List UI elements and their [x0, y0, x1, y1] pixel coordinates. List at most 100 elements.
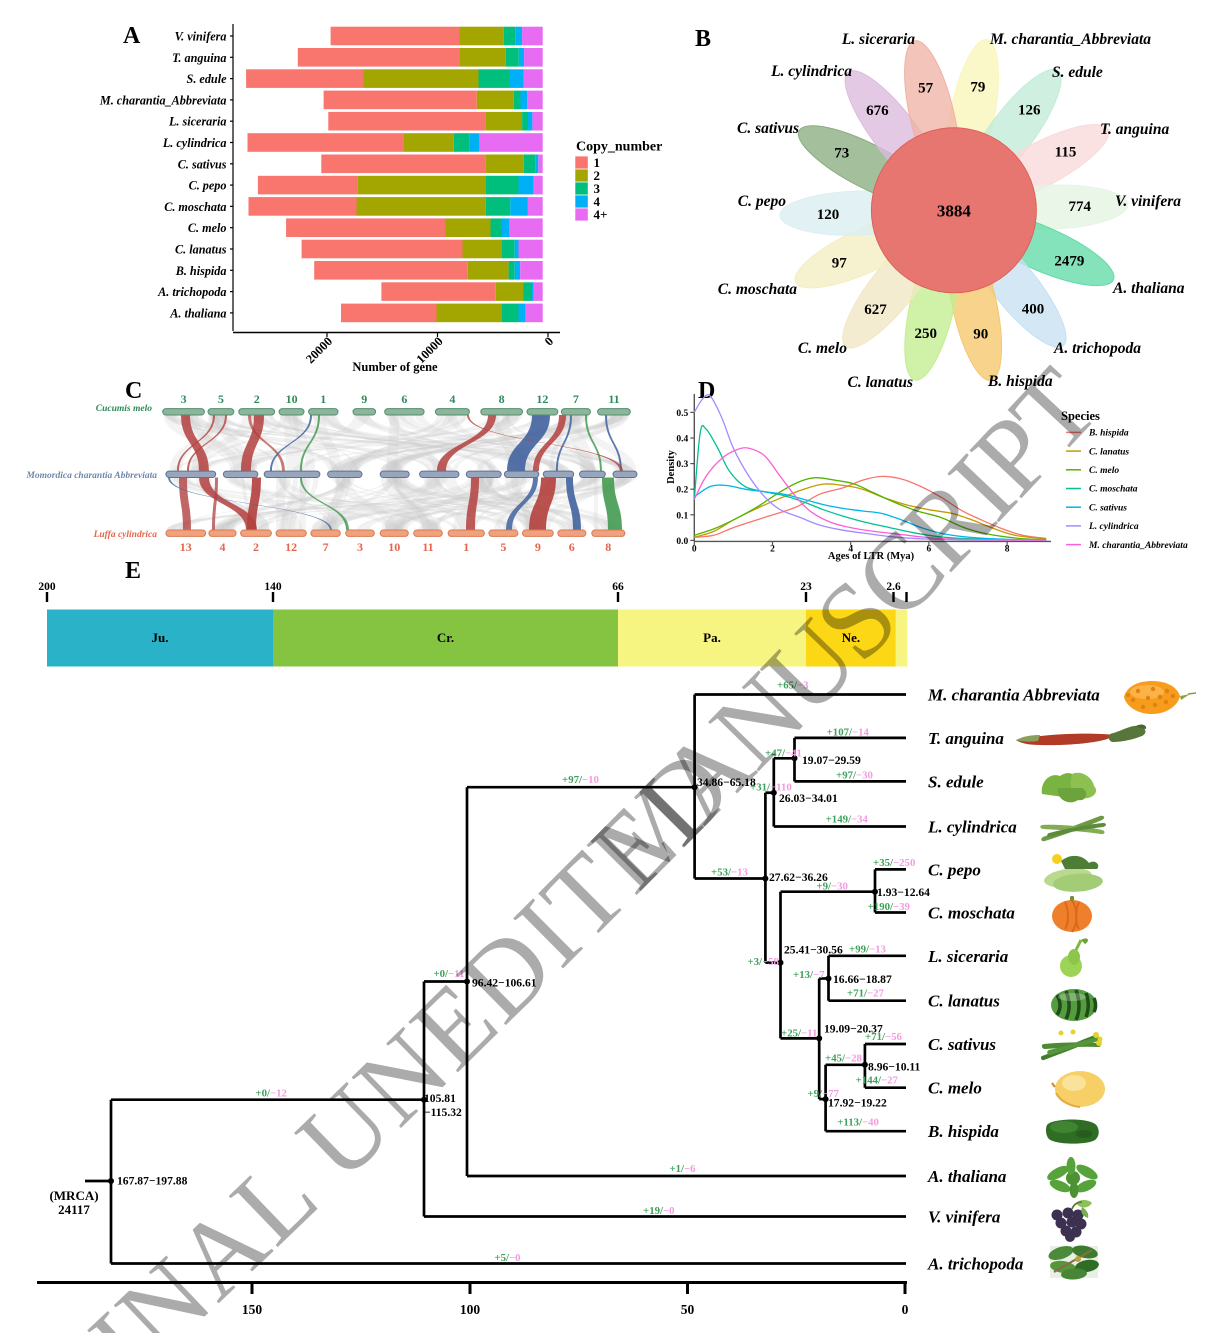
svg-text:T. anguina: T. anguina [1100, 121, 1169, 138]
svg-text:126: 126 [1018, 102, 1041, 118]
svg-text:+113/: +113/ [837, 1117, 863, 1129]
svg-text:1: 1 [594, 155, 601, 170]
svg-text:A. trichopoda: A. trichopoda [157, 285, 226, 299]
svg-text:M. charantia_Abbreviata: M. charantia_Abbreviata [989, 31, 1151, 48]
svg-text:Pa.: Pa. [703, 630, 721, 645]
svg-text:Species: Species [1061, 409, 1100, 423]
svg-text:C. sativus: C. sativus [737, 120, 799, 137]
svg-text:A. trichopoda: A. trichopoda [927, 1255, 1024, 1274]
svg-text:S. edule: S. edule [1052, 64, 1103, 81]
svg-text:C. sativus: C. sativus [1089, 503, 1127, 513]
svg-text:−10: −10 [582, 774, 599, 786]
svg-text:−0: −0 [509, 1252, 521, 1264]
svg-text:+107/: +107/ [827, 727, 853, 739]
svg-text:17.92−19.22: 17.92−19.22 [828, 1097, 887, 1110]
svg-text:−39: −39 [893, 901, 911, 913]
svg-text:90: 90 [973, 326, 988, 342]
svg-text:19.07−29.59: 19.07−29.59 [802, 754, 861, 767]
svg-text:13: 13 [180, 540, 192, 554]
svg-text:0: 0 [542, 334, 556, 348]
svg-text:C. melo: C. melo [1089, 466, 1119, 476]
svg-text:−58: −58 [762, 956, 780, 968]
svg-text:+99/: +99/ [849, 944, 870, 956]
svg-text:−0: −0 [663, 1205, 675, 1217]
svg-text:M. charantia_Abbreviata: M. charantia_Abbreviata [1088, 541, 1188, 551]
svg-text:+9/: +9/ [816, 881, 832, 893]
svg-text:Ne.: Ne. [842, 630, 860, 645]
svg-text:C. moschata: C. moschata [164, 200, 226, 214]
svg-text:C. melo: C. melo [798, 340, 847, 357]
svg-text:0.0: 0.0 [676, 537, 688, 547]
svg-text:−3: −3 [797, 680, 809, 692]
svg-text:34.86−65.18: 34.86−65.18 [697, 776, 756, 789]
svg-text:−27: −27 [881, 1075, 899, 1087]
svg-text:−13: −13 [731, 867, 749, 879]
svg-text:+71/: +71/ [847, 988, 868, 1000]
svg-text:4: 4 [848, 544, 853, 554]
svg-text:−14: −14 [852, 727, 870, 739]
svg-text:+144/: +144/ [856, 1075, 882, 1087]
svg-text:25.41−30.56: 25.41−30.56 [784, 944, 843, 957]
svg-text:+149/: +149/ [826, 814, 852, 826]
svg-text:150: 150 [242, 1302, 263, 1317]
svg-text:+35/: +35/ [873, 857, 894, 869]
svg-text:−30: −30 [856, 770, 873, 782]
svg-text:A. thaliana: A. thaliana [169, 306, 226, 320]
svg-text:V. vinifera: V. vinifera [1115, 193, 1181, 210]
svg-text:−115.32: −115.32 [424, 1106, 462, 1119]
svg-text:+1/: +1/ [669, 1163, 685, 1175]
svg-text:S. edule: S. edule [187, 72, 228, 86]
svg-text:+13/: +13/ [793, 969, 814, 981]
svg-text:1: 1 [463, 540, 469, 554]
svg-text:96.42−106.61: 96.42−106.61 [472, 977, 537, 990]
svg-text:+71/: +71/ [865, 1031, 886, 1043]
svg-text:T. anguina: T. anguina [172, 51, 226, 65]
svg-text:+0/: +0/ [255, 1088, 271, 1100]
svg-text:L. cylindrica: L. cylindrica [1088, 522, 1139, 532]
svg-text:C. moschata: C. moschata [1089, 485, 1138, 495]
svg-text:−30: −30 [831, 881, 848, 893]
svg-text:5: 5 [218, 392, 224, 406]
svg-text:L. cylindrica: L. cylindrica [770, 63, 852, 80]
svg-text:0.3: 0.3 [676, 460, 688, 470]
svg-text:Ju.: Ju. [152, 630, 169, 645]
svg-text:4: 4 [594, 194, 601, 209]
svg-text:2: 2 [770, 544, 775, 554]
svg-text:B. hispida: B. hispida [927, 1122, 999, 1141]
svg-text:L. siceraria: L. siceraria [168, 115, 227, 129]
svg-text:L. siceraria: L. siceraria [927, 947, 1009, 966]
svg-text:(MRCA): (MRCA) [49, 1188, 98, 1203]
svg-text:M. charantia_Abbreviata: M. charantia_Abbreviata [99, 93, 227, 107]
svg-text:−56: −56 [885, 1031, 903, 1043]
svg-text:11: 11 [608, 392, 619, 406]
svg-text:M. charantia Abbreviata: M. charantia Abbreviata [927, 686, 1100, 705]
svg-text:4+: 4+ [594, 207, 608, 222]
svg-text:4: 4 [220, 540, 226, 554]
svg-text:3: 3 [594, 181, 601, 196]
svg-text:B. hispida: B. hispida [1088, 429, 1129, 439]
svg-text:16.66−18.87: 16.66−18.87 [833, 973, 892, 986]
svg-text:C. sativus: C. sativus [928, 1035, 996, 1054]
svg-text:8: 8 [499, 392, 505, 406]
svg-text:167.87−197.88: 167.87−197.88 [117, 1175, 188, 1188]
svg-text:26.03−34.01: 26.03−34.01 [779, 792, 838, 805]
svg-text:−34: −34 [851, 814, 869, 826]
svg-text:100: 100 [460, 1302, 481, 1317]
svg-text:3: 3 [181, 392, 187, 406]
svg-text:C. moschata: C. moschata [928, 904, 1015, 923]
svg-text:L. cylindrica: L. cylindrica [927, 818, 1017, 837]
svg-text:−13: −13 [869, 944, 887, 956]
svg-text:4: 4 [449, 392, 455, 406]
svg-text:C. melo: C. melo [928, 1079, 982, 1098]
svg-text:B. hispida: B. hispida [175, 264, 227, 278]
svg-text:A. thaliana: A. thaliana [1112, 280, 1185, 297]
svg-text:B: B [695, 26, 711, 52]
svg-text:−250: −250 [893, 857, 915, 869]
svg-text:676: 676 [866, 103, 889, 119]
svg-text:8: 8 [1005, 544, 1010, 554]
svg-text:2: 2 [254, 392, 260, 406]
svg-text:8: 8 [605, 540, 611, 554]
svg-text:0: 0 [902, 1302, 909, 1317]
svg-text:27.62−36.26: 27.62−36.26 [769, 871, 828, 884]
svg-text:79: 79 [970, 80, 985, 96]
